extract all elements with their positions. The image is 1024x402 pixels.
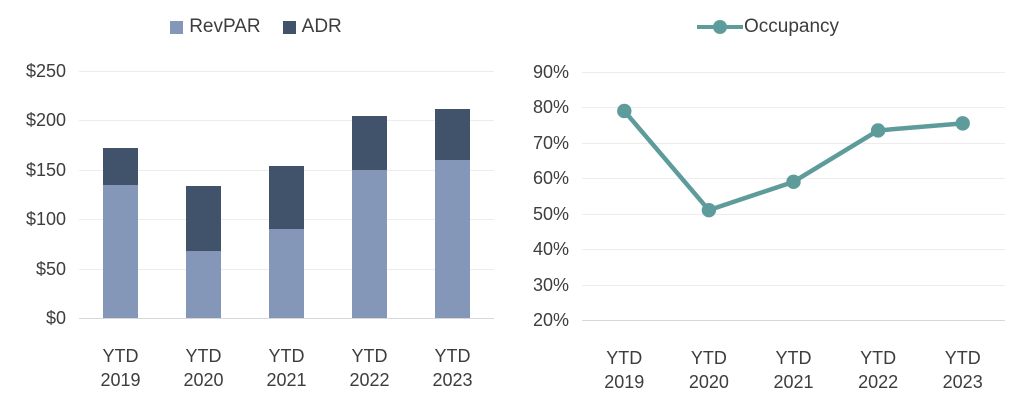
x-axis-tick-line: 2021 (266, 370, 307, 390)
x-axis-tick-label: YTD 2019 (79, 344, 162, 392)
y-axis-tick-label: $100 (25, 209, 66, 230)
bar-segment-adr (186, 185, 221, 251)
x-axis-tick-line: 2019 (100, 370, 141, 390)
occupancy-dot-icon (712, 20, 727, 34)
x-axis-tick-label: YTD 2022 (328, 344, 411, 392)
legend-item-adr: ADR (282, 16, 342, 38)
bar-segment-adr (269, 165, 304, 230)
x-axis-line (582, 320, 1005, 321)
legend-label-revpar: RevPAR (189, 16, 261, 37)
y-axis-tick-label: $50 (35, 258, 66, 279)
revpar-adr-bar-chart: RevPAR ADR $250 $200 $150 $100 $50 $0 YTD 2019 Y… (0, 16, 512, 390)
occupancy-line (622, 108, 965, 213)
y-axis-tick-label: 50% (532, 203, 569, 224)
y-axis-tick-label: 80% (532, 97, 569, 118)
occupancy-line-marker-icon (696, 20, 743, 34)
gridline (582, 249, 1005, 251)
bar-chart-plot-area: $250 $200 $150 $100 $50 $0 YTD 2019 YTD 2020 YTD 20… (26, 61, 494, 390)
x-axis-tick-line: YTD (351, 346, 388, 366)
occupancy-line-chart: Occupancy 90% 80% 70% 60% 50% 40% 30% 20% YTD 201… (512, 0, 1024, 402)
x-axis-tick-line: 2022 (858, 372, 899, 392)
x-axis-tick-line: YTD (606, 348, 643, 368)
x-axis-tick-line: YTD (775, 348, 812, 368)
gridline (582, 142, 1005, 144)
gridline (582, 72, 1005, 73)
x-axis-tick-line: YTD (185, 346, 222, 366)
legend-bar-chart: RevPAR ADR (0, 16, 512, 38)
x-axis-tick-line: YTD (434, 346, 471, 366)
x-axis-line (79, 318, 494, 319)
y-axis-tick-label: 90% (532, 62, 569, 82)
x-axis-tick-line: 2020 (183, 370, 224, 390)
y-axis-tick-label: 70% (532, 132, 569, 153)
x-axis-tick-line: YTD (690, 348, 727, 368)
y-axis-tick-label: $250 (25, 61, 66, 81)
gridline (79, 120, 494, 122)
revpar-swatch-icon (170, 20, 184, 34)
x-axis-tick-label: YTD 2023 (920, 346, 1005, 394)
x-axis-tick-line: YTD (268, 346, 305, 366)
x-axis-tick-line: 2022 (349, 370, 390, 390)
y-axis-tick-label: 40% (532, 239, 569, 260)
occupancy-data-point (870, 123, 886, 138)
line-chart-plot-area: 90% 80% 70% 60% 50% 40% 30% 20% YTD 2019 YTD 2020 YT… (533, 62, 1005, 392)
x-axis-tick-line: YTD (944, 348, 981, 368)
occupancy-data-point (701, 202, 717, 218)
x-axis-tick-label: YTD 2021 (751, 346, 836, 394)
legend-label-adr: ADR (301, 16, 342, 37)
bar-segment-revpar (186, 250, 221, 318)
gridline (582, 107, 1005, 109)
occupancy-data-point (617, 103, 632, 119)
x-axis-tick-line: 2019 (604, 372, 645, 392)
x-axis-tick-line: 2021 (773, 372, 814, 392)
x-axis-tick-label: YTD 2020 (667, 346, 752, 394)
gridline (582, 284, 1005, 286)
occupancy-data-point (955, 116, 970, 131)
adr-swatch-icon (282, 20, 296, 34)
bar-segment-revpar (352, 169, 387, 318)
x-axis-tick-label: YTD 2023 (411, 344, 494, 392)
gridline (582, 213, 1005, 215)
x-axis-tick-line: 2023 (432, 370, 473, 390)
x-axis-tick-label: YTD 2022 (836, 346, 921, 394)
x-axis-tick-line: 2020 (688, 372, 729, 392)
bar-segment-adr (435, 108, 470, 160)
x-axis-tick-line: YTD (860, 348, 897, 368)
y-axis-tick-label: $0 (45, 308, 66, 328)
bar-segment-revpar (103, 184, 138, 318)
x-axis-tick-label: YTD 2019 (582, 346, 667, 394)
x-axis-tick-line: YTD (102, 346, 139, 366)
y-axis-tick-label: 30% (532, 274, 569, 295)
x-axis-tick-label: YTD 2021 (245, 344, 328, 392)
gridline (79, 71, 494, 72)
bar-segment-adr (352, 116, 387, 170)
y-axis-tick-label: 60% (532, 168, 569, 189)
legend-item-occupancy: Occupancy (696, 16, 840, 38)
legend-line-chart: Occupancy (512, 16, 1024, 38)
y-axis-tick-label: $200 (25, 110, 66, 131)
y-axis-tick-label: 20% (532, 310, 569, 330)
occupancy-data-point (786, 174, 801, 190)
occupancy-line-series (617, 103, 970, 218)
bar-segment-revpar (435, 159, 470, 318)
legend-label-occupancy: Occupancy (743, 16, 840, 37)
x-axis-tick-label: YTD 2020 (162, 344, 245, 392)
bar-segment-adr (103, 148, 138, 185)
x-axis-tick-line: 2023 (942, 372, 983, 392)
bar-segment-revpar (269, 229, 304, 318)
legend-item-revpar: RevPAR (170, 16, 261, 38)
y-axis-tick-label: $150 (25, 159, 66, 180)
